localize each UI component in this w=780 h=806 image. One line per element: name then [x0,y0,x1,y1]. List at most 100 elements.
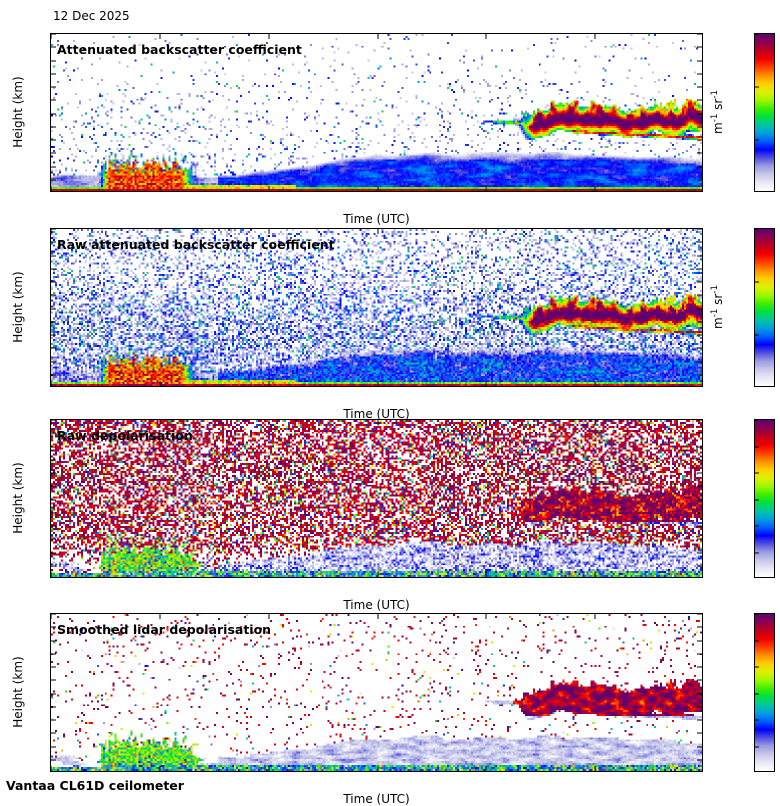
y-tick-mark [697,321,702,323]
colorbar-tick-mark [755,693,759,694]
y-tick-mark [51,179,56,181]
plot-area-smoothed-lidar-depolarisation: Smoothed lidar depolarisation01234567891… [50,613,703,772]
x-tick-mark [268,381,270,386]
x-tick-mark [377,186,378,191]
y-axis-label: Height (km) [11,655,25,728]
y-tick-mark [697,499,702,500]
y-tick-mark [51,113,56,114]
x-tick-mark [51,186,52,191]
y-tick-mark [697,229,702,230]
y-tick-mark [51,525,56,527]
x-tick-mark [159,572,161,577]
x-tick-mark [594,381,596,386]
colorbar-tick-mark [755,746,759,747]
y-tick-mark [51,60,56,61]
colorbar-smoothed-lidar-depolarisation: 00.050.10.150.20.250.3 [754,613,775,772]
y-tick-mark [697,361,702,362]
x-tick-mark [485,572,487,577]
x-tick-mark [377,614,378,619]
colorbar-tick-mark [755,281,759,283]
y-tick-mark [51,640,56,641]
y-tick-mark [697,34,702,35]
x-tick-mark [594,766,596,771]
y-tick-mark [51,152,56,154]
colorbar-attenuated-backscatter: 10-710-610-510-4 [754,33,775,192]
x-tick-mark [159,420,161,425]
y-tick-mark [51,126,56,128]
footer-instrument-label: Vantaa CL61D ceilometer [6,778,184,793]
x-tick-mark [485,766,487,771]
y-tick-mark [697,512,702,514]
x-tick-mark [268,572,270,577]
data-image-raw-depolarisation [51,420,702,577]
y-tick-mark [51,321,56,323]
x-tick-mark [377,381,378,386]
y-tick-mark [697,420,702,421]
y-tick-mark [697,538,702,540]
y-tick-mark [51,420,56,421]
y-tick-mark [51,374,56,376]
y-tick-mark [697,552,702,553]
x-tick-mark [159,186,161,191]
plot-area-attenuated-backscatter: Attenuated backscatter coefficient012345… [50,33,703,192]
y-tick-mark [697,73,702,75]
y-tick-mark [697,446,702,447]
y-tick-mark [51,73,56,75]
x-axis-label: Time (UTC) [343,598,410,612]
plot-area-raw-attenuated-backscatter: Raw attenuated backscatter coefficient01… [50,228,703,387]
colorbar-tick-mark [755,499,759,500]
plot-area-raw-depolarisation: Raw depolarisation012345678910111200:000… [50,419,703,578]
y-tick-mark [697,640,702,641]
colorbar-tick-mark [755,640,759,641]
colorbar-tick-mark [755,86,759,88]
x-tick-mark [51,229,52,234]
y-tick-mark [51,294,56,296]
colorbar-tick-mark [755,666,759,668]
y-tick-mark [697,746,702,747]
colorbar-tick-mark [755,420,759,421]
y-tick-mark [697,525,702,527]
colorbar-gradient [755,229,774,386]
y-tick-mark [51,241,56,243]
x-tick-mark [594,614,596,619]
y-tick-mark [697,653,702,655]
y-tick-mark [51,459,56,461]
y-tick-mark [51,719,56,721]
x-tick-mark [51,34,52,39]
x-tick-mark [268,229,270,234]
x-tick-mark [51,766,52,771]
y-tick-mark [697,693,702,694]
y-tick-mark [697,255,702,256]
y-tick-mark [51,446,56,447]
y-tick-mark [51,361,56,362]
x-tick-mark [159,614,161,619]
y-tick-mark [697,334,702,336]
y-tick-mark [697,60,702,61]
data-image-smoothed-lidar-depolarisation [51,614,702,771]
y-tick-mark [697,166,702,167]
x-tick-mark [485,420,487,425]
data-image-raw-attenuated-backscatter [51,229,702,386]
y-tick-mark [697,679,702,681]
x-tick-mark [159,34,161,39]
y-tick-mark [697,472,702,474]
y-tick-mark [697,374,702,376]
y-tick-mark [697,459,702,461]
x-tick-mark [485,229,487,234]
x-axis-label: Time (UTC) [343,212,410,226]
x-tick-mark [377,766,378,771]
y-tick-mark [697,179,702,181]
x-tick-mark [268,614,270,619]
y-tick-mark [51,166,56,167]
x-tick-mark [268,186,270,191]
x-axis-label: Time (UTC) [343,407,410,421]
y-tick-mark [697,759,702,761]
x-tick-mark [51,572,52,577]
colorbar-tick-mark [755,334,759,336]
y-tick-mark [697,99,702,101]
y-tick-mark [51,46,56,48]
x-tick-mark [594,229,596,234]
